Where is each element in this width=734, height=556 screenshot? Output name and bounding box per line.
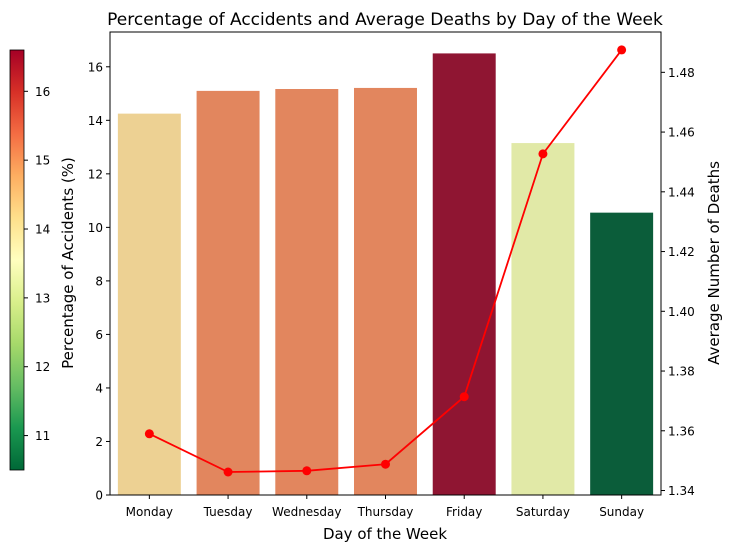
y-axis-label: Percentage of Accidents (%) — [59, 157, 77, 369]
x-tick-label: Saturday — [516, 505, 570, 519]
bar-wednesday — [275, 89, 339, 495]
colorbar-tick-label: 15 — [35, 154, 50, 168]
bar-friday — [432, 53, 496, 495]
y-tick-label: 8 — [95, 274, 103, 288]
chart-title: Percentage of Accidents and Average Deat… — [107, 10, 663, 30]
y-tick-label: 16 — [88, 60, 103, 74]
y2-tick-label: 1.44 — [668, 185, 695, 199]
x-tick-label: Friday — [446, 505, 482, 519]
colorbar: 11 12 13 14 15 16 — [9, 49, 50, 471]
x-tick-label: Monday — [126, 505, 173, 519]
line-layer — [144, 45, 627, 477]
y2-tick-label: 1.46 — [668, 126, 695, 140]
bar-saturday — [511, 143, 575, 495]
x-axis-label: Day of the Week — [323, 525, 447, 543]
y2-tick-label: 1.36 — [668, 424, 695, 438]
left-axis: 0 2 4 6 8 10 12 14 16 — [88, 60, 110, 503]
bar-sunday — [590, 212, 654, 495]
y-tick-label: 12 — [88, 167, 103, 181]
bar-thursday — [354, 87, 417, 496]
y-tick-label: 2 — [95, 435, 103, 449]
y-tick-label: 0 — [95, 489, 103, 503]
x-tick-label: Thursday — [357, 505, 414, 519]
y2-tick-label: 1.38 — [668, 365, 695, 379]
colorbar-tick-label: 11 — [35, 429, 50, 443]
bars-layer — [117, 53, 654, 496]
right-axis: 1.34 1.36 1.38 1.40 1.42 1.44 1.46 1.48 — [661, 66, 695, 498]
y-tick-label: 10 — [88, 221, 103, 235]
y-tick-label: 14 — [88, 114, 103, 128]
colorbar-tick-label: 16 — [35, 85, 50, 99]
colorbar-tick-label: 13 — [35, 291, 50, 305]
colorbar-tick-label: 14 — [35, 223, 50, 237]
y2-tick-label: 1.42 — [668, 245, 695, 259]
deaths-point-sunday — [617, 45, 627, 55]
y-tick-label: 4 — [95, 381, 103, 395]
y-tick-label: 6 — [95, 328, 103, 342]
y2-tick-label: 1.40 — [668, 305, 695, 319]
deaths-point-monday — [144, 429, 154, 439]
y2-tick-label: 1.48 — [668, 66, 695, 80]
deaths-point-wednesday — [302, 466, 312, 476]
colorbar-gradient — [9, 49, 25, 471]
deaths-point-thursday — [381, 459, 390, 469]
deaths-point-saturday — [538, 149, 548, 159]
x-axis: Monday Tuesday Wednesday Thursday Friday Satu… — [126, 495, 644, 519]
deaths-point-tuesday — [223, 467, 233, 477]
y2-axis-label: Average Number of Deaths — [705, 161, 723, 365]
x-tick-label: Tuesday — [203, 505, 253, 519]
y2-tick-label: 1.34 — [668, 484, 695, 498]
bar-tuesday — [196, 90, 260, 495]
x-tick-label: Wednesday — [272, 505, 341, 519]
deaths-point-friday — [459, 392, 469, 402]
colorbar-tick-label: 12 — [35, 360, 50, 374]
x-tick-label: Sunday — [599, 505, 644, 519]
